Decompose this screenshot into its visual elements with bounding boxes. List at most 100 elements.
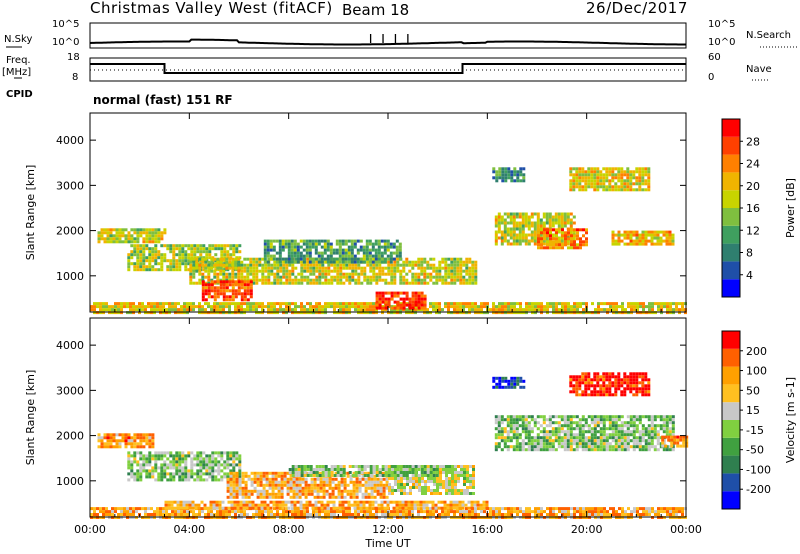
heatmap-cell [278, 239, 282, 243]
heatmap-cell [195, 257, 199, 261]
heatmap-cell [299, 254, 303, 258]
heatmap-cell [237, 272, 241, 276]
heatmap-cell [186, 311, 189, 315]
heatmap-cell [238, 477, 242, 481]
heatmap-cell [246, 513, 249, 516]
heatmap-cell [417, 465, 421, 468]
heatmap-cell [306, 257, 310, 261]
heatmap-cell [136, 234, 140, 238]
heatmap-cell [453, 308, 456, 312]
heatmap-cell [615, 308, 618, 312]
heatmap-cell [421, 468, 424, 471]
heatmap-cell [223, 472, 227, 476]
heatmap-cell [466, 477, 469, 480]
heatmap-cell [243, 311, 246, 315]
heatmap-cell [117, 311, 120, 315]
heatmap-cell [399, 468, 403, 471]
heatmap-cell [435, 308, 438, 312]
heatmap-cell [96, 311, 99, 315]
heatmap-cell [163, 253, 167, 257]
heatmap-cell [318, 275, 322, 279]
heatmap-cell [602, 173, 606, 177]
heatmap-cell [599, 179, 603, 183]
heatmap-cell [302, 248, 306, 252]
heatmap-cell [226, 480, 230, 484]
heatmap-cell [264, 266, 268, 270]
heatmap-cell [181, 472, 185, 476]
heatmap-cell [315, 308, 318, 312]
heatmap-cell [629, 188, 633, 192]
heatmap-cell [402, 275, 406, 279]
heatmap-cell [184, 256, 188, 260]
heatmap-cell [154, 463, 158, 467]
heatmap-cell [311, 245, 315, 249]
heatmap-cell [102, 510, 105, 514]
heatmap-cell [178, 472, 182, 476]
heatmap-cell [292, 483, 296, 487]
heatmap-cell [648, 308, 651, 312]
heatmap-cell [635, 182, 639, 186]
heatmap-cell [192, 510, 195, 514]
heatmap-cell [111, 513, 114, 516]
heatmap-cell [593, 173, 597, 177]
heatmap-cell [151, 259, 155, 263]
heatmap-cell [400, 486, 403, 489]
heatmap-cell [524, 242, 528, 246]
heatmap-cell [360, 468, 364, 471]
heatmap-cell [238, 469, 242, 473]
heatmap-cell [621, 308, 624, 312]
heatmap-cell [438, 263, 442, 267]
heatmap-cell [324, 474, 328, 477]
heatmap-cell [361, 474, 365, 478]
heatmap-cell [217, 244, 221, 248]
heatmap-cell [369, 513, 372, 516]
heatmap-cell [226, 495, 230, 499]
heatmap-cell [618, 311, 621, 315]
heatmap-cell [638, 236, 642, 240]
heatmap-cell [178, 268, 182, 272]
heatmap-cell [150, 308, 153, 312]
heatmap-cell [300, 468, 304, 471]
heatmap-cell [558, 308, 561, 312]
heatmap-cell [584, 179, 588, 183]
freq-label: Freq. [6, 55, 31, 66]
heatmap-cell [648, 510, 651, 514]
heatmap-cell [379, 480, 383, 484]
heatmap-cell [405, 311, 408, 315]
heatmap-cell [329, 251, 333, 255]
heatmap-cell [276, 513, 279, 516]
y-tick-label: 4000 [56, 134, 84, 147]
heatmap-cell [256, 480, 260, 484]
heatmap-cell [330, 507, 333, 511]
heatmap-cell [198, 278, 202, 282]
heatmap-cell [324, 281, 328, 285]
heatmap-cell [378, 291, 382, 295]
heatmap-cell [336, 275, 340, 279]
heatmap-cell [657, 305, 660, 309]
heatmap-cell [411, 278, 415, 282]
heatmap-cell [190, 457, 194, 461]
heatmap-cell [219, 302, 222, 306]
heatmap-cell [573, 513, 576, 516]
heatmap-cell [612, 507, 615, 511]
heatmap-cell [221, 500, 225, 504]
heatmap-cell [383, 242, 387, 246]
heatmap-cell [420, 306, 424, 310]
heatmap-cell [366, 510, 369, 514]
heatmap-cell [232, 469, 236, 473]
heatmap-cell [510, 513, 513, 516]
heatmap-cell [402, 291, 406, 295]
heatmap-cell [118, 240, 122, 244]
heatmap-cell [456, 257, 460, 261]
heatmap-cell [572, 179, 576, 183]
heatmap-cell [154, 457, 158, 461]
heatmap-cell [549, 246, 552, 250]
heatmap-cell [228, 257, 232, 261]
heatmap-cell [250, 489, 254, 493]
heatmap-cell [599, 173, 603, 177]
heatmap-cell [314, 245, 318, 249]
heatmap-cell [136, 265, 140, 269]
heatmap-cell [383, 251, 387, 255]
heatmap-cell [417, 300, 421, 304]
heatmap-cell [510, 302, 513, 306]
